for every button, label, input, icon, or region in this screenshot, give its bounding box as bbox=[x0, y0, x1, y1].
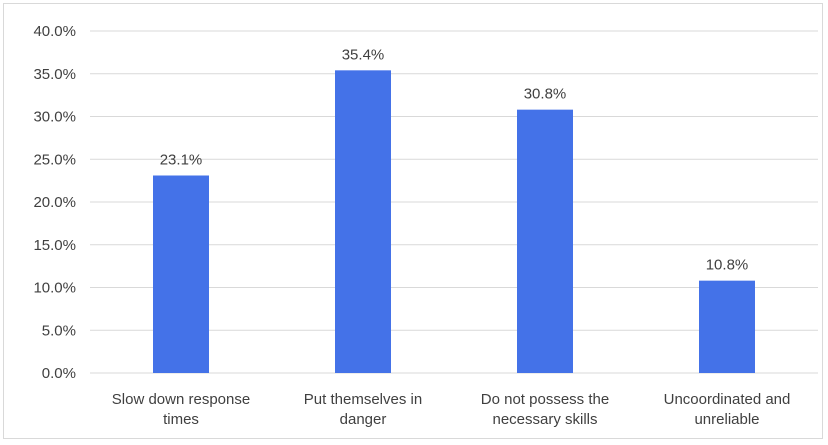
gridlines bbox=[90, 30, 818, 374]
y-axis-ticks: 0.0% 5.0% 10.0% 15.0% 20.0% 25.0% 30.0% 35.0% 40… bbox=[33, 23, 76, 382]
y-tick-label: 25.0% bbox=[33, 151, 76, 168]
category-label: Uncoordinated and unreliable bbox=[664, 391, 791, 428]
data-labels: 23.1% 35.4% 30.8% 10.8% bbox=[160, 46, 749, 273]
y-tick-label: 0.0% bbox=[42, 365, 76, 382]
bars bbox=[153, 70, 755, 373]
category-label: Put themselves in danger bbox=[304, 391, 422, 428]
y-tick-label: 20.0% bbox=[33, 194, 76, 211]
x-axis-labels: Slow down response times Put themselves in… bbox=[112, 391, 791, 428]
y-tick-label: 15.0% bbox=[33, 237, 76, 254]
category-label: Do not possess the necessary skills bbox=[481, 391, 609, 428]
category-label: Slow down response times bbox=[112, 391, 250, 428]
y-tick-label: 10.0% bbox=[33, 280, 76, 297]
data-label: 23.1% bbox=[160, 151, 203, 168]
bar bbox=[699, 280, 755, 373]
y-tick-label: 35.0% bbox=[33, 66, 76, 83]
y-tick-label: 5.0% bbox=[42, 322, 76, 339]
y-tick-label: 40.0% bbox=[33, 23, 76, 40]
bar bbox=[153, 175, 209, 373]
data-label: 30.8% bbox=[524, 86, 567, 103]
y-tick-label: 30.0% bbox=[33, 109, 76, 126]
bar bbox=[335, 70, 391, 373]
data-label: 35.4% bbox=[342, 46, 385, 63]
bar bbox=[517, 109, 573, 373]
chart-frame bbox=[3, 3, 823, 439]
data-label: 10.8% bbox=[706, 257, 749, 274]
